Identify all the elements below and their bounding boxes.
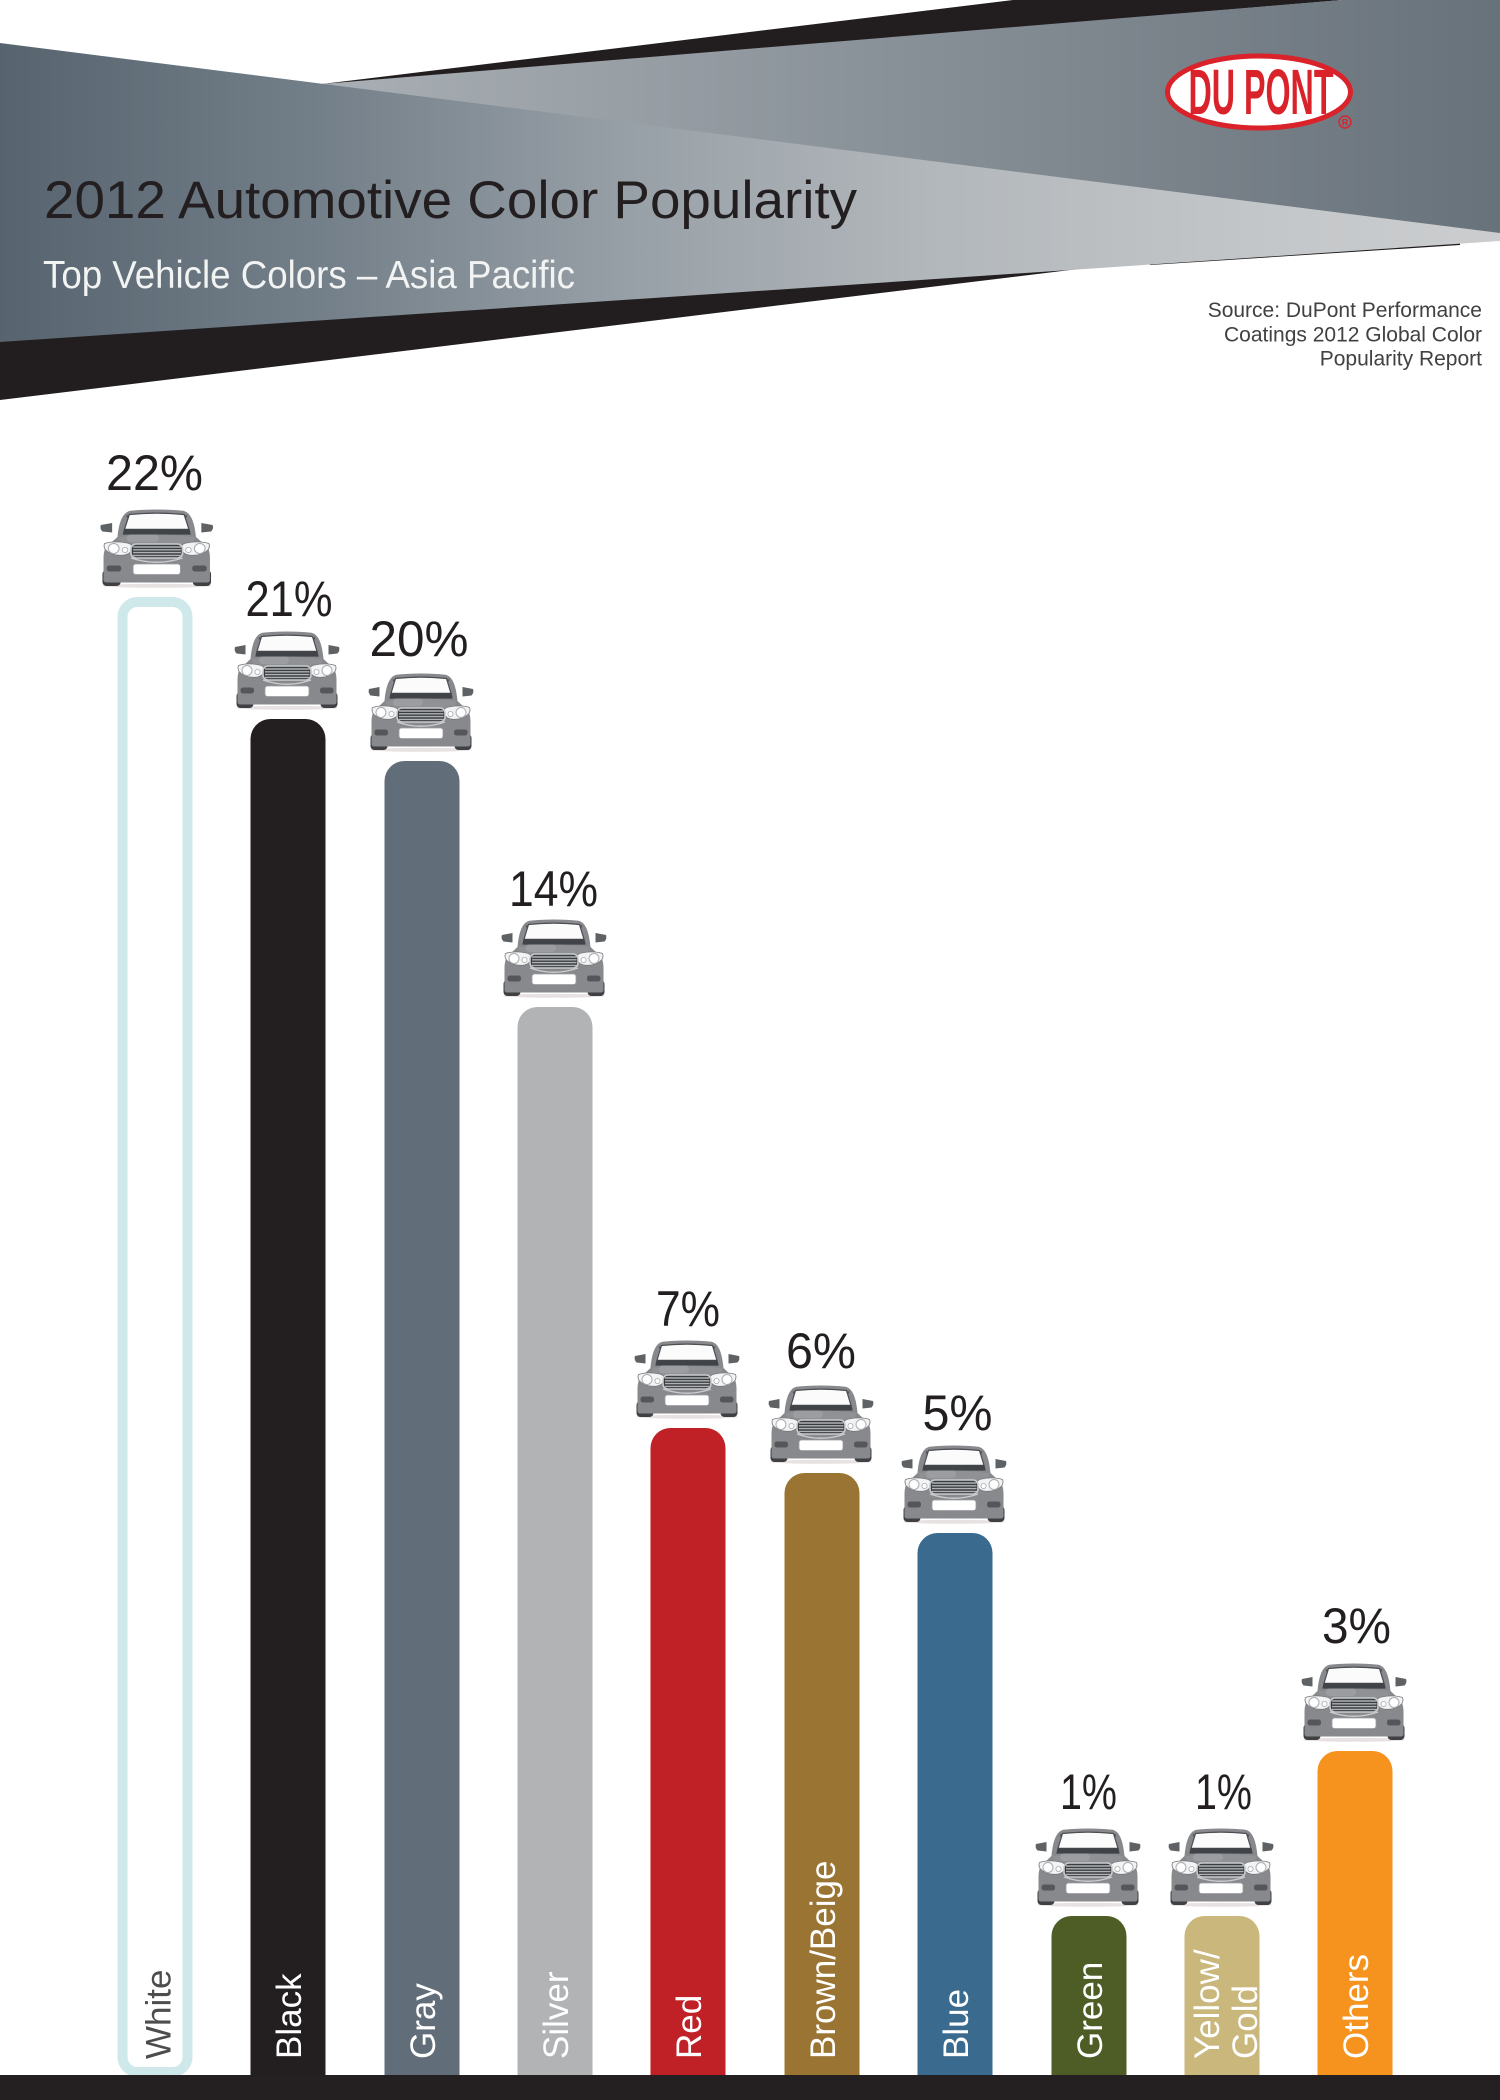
svg-text:Gold: Gold: [1226, 1985, 1265, 2059]
svg-text:3%: 3%: [1322, 1598, 1391, 1654]
svg-text:R: R: [1342, 118, 1349, 128]
svg-text:Brown/Beige: Brown/Beige: [804, 1861, 843, 2059]
svg-text:Yellow/: Yellow/: [1188, 1949, 1227, 2059]
svg-text:Red: Red: [670, 1995, 709, 2059]
svg-text:Popularity Report: Popularity Report: [1320, 348, 1482, 371]
svg-text:20%: 20%: [370, 611, 469, 667]
svg-text:1%: 1%: [1060, 1764, 1117, 1820]
svg-text:6%: 6%: [786, 1323, 856, 1379]
svg-text:7%: 7%: [656, 1281, 720, 1337]
svg-text:Black: Black: [270, 1973, 309, 2059]
svg-text:22%: 22%: [106, 445, 203, 501]
svg-text:14%: 14%: [509, 861, 598, 917]
svg-text:Coatings 2012 Global Color: Coatings 2012 Global Color: [1224, 323, 1482, 346]
svg-text:Gray: Gray: [404, 1983, 443, 2059]
svg-text:21%: 21%: [246, 571, 333, 627]
svg-text:Top Vehicle Colors – Asia Paci: Top Vehicle Colors – Asia Pacific: [43, 254, 575, 297]
svg-text:5%: 5%: [923, 1385, 993, 1441]
svg-text:2012 Automotive Color Populari: 2012 Automotive Color Popularity: [44, 171, 858, 230]
svg-text:Silver: Silver: [537, 1971, 576, 2059]
svg-text:White: White: [140, 1970, 179, 2059]
svg-text:Source: DuPont Performance: Source: DuPont Performance: [1208, 299, 1482, 322]
svg-text:DU PONT: DU PONT: [1189, 56, 1334, 128]
svg-text:Green: Green: [1071, 1962, 1110, 2059]
svg-text:Blue: Blue: [937, 1989, 976, 2059]
svg-text:Others: Others: [1337, 1954, 1376, 2059]
svg-text:1%: 1%: [1195, 1764, 1252, 1820]
